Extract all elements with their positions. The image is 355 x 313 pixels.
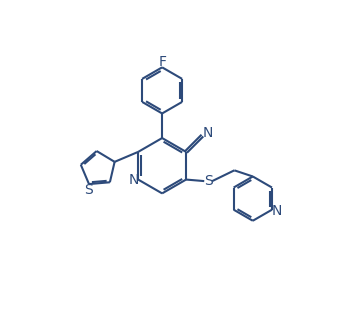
Text: N: N (129, 172, 139, 187)
Text: S: S (84, 182, 93, 197)
Text: N: N (272, 204, 282, 218)
Text: N: N (202, 126, 213, 140)
Text: F: F (158, 55, 166, 69)
Text: S: S (204, 174, 213, 188)
